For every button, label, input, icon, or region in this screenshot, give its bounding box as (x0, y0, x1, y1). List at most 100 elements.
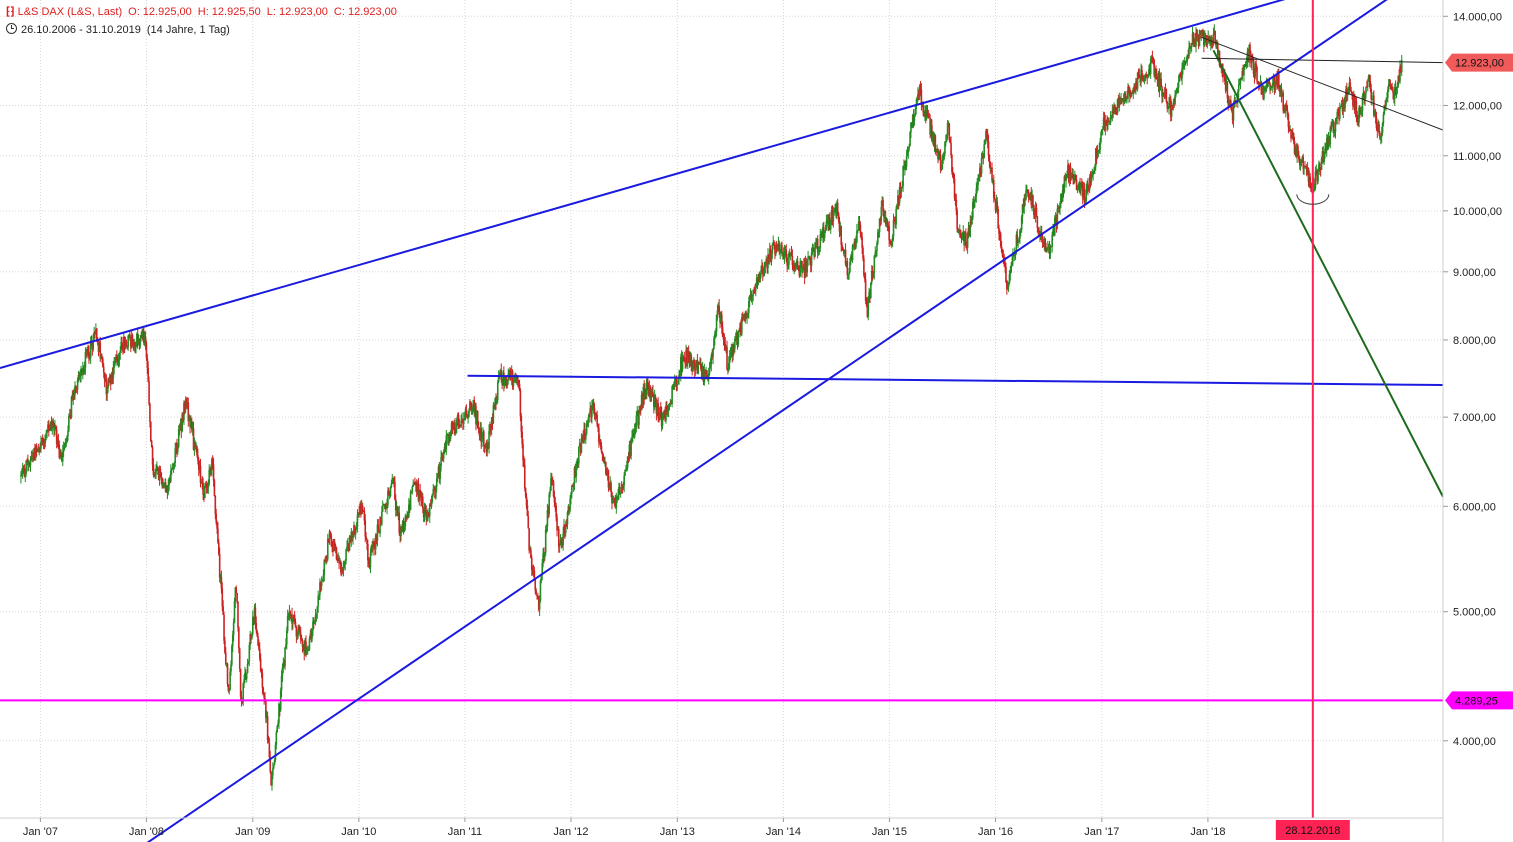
candle-body (1392, 89, 1394, 93)
candle-body (238, 648, 241, 669)
candle-body (543, 553, 545, 558)
y-tick-label: 14.000,00 (1453, 11, 1502, 23)
candle-body (385, 505, 387, 509)
candle-body (1362, 92, 1365, 96)
trendline-6[interactable] (1201, 57, 1443, 64)
candle-body (201, 482, 204, 484)
candle-body (68, 415, 71, 416)
candle-body (412, 484, 414, 487)
candle-body (1094, 166, 1096, 171)
candle-body (1343, 103, 1346, 109)
candle-body (686, 350, 688, 365)
candle-body (1241, 71, 1244, 80)
date-range: 26.10.2006 - 31.10.2019 (21, 24, 141, 36)
candle-body (603, 461, 605, 464)
candle-body (68, 415, 70, 431)
x-tick-label: Jan '12 (553, 826, 588, 838)
candle-body (1325, 138, 1328, 151)
candle-body (1109, 116, 1112, 123)
candle-body (947, 123, 950, 124)
trendline-5[interactable] (1201, 36, 1443, 131)
candle-body (1130, 92, 1133, 96)
candle-body (174, 448, 177, 463)
candle-body (390, 483, 393, 487)
candle-body (432, 489, 435, 495)
candle-body (331, 545, 333, 547)
candle-body (178, 425, 181, 430)
candle-body (1364, 93, 1366, 100)
candle-body (161, 477, 163, 486)
candle-body (329, 531, 332, 535)
candle-body (163, 482, 165, 484)
candle-body (1033, 205, 1035, 215)
candle-body (1119, 97, 1121, 101)
candle-body (1231, 111, 1234, 121)
candle-body (97, 342, 100, 352)
candle-body (1213, 31, 1216, 35)
candle-body (24, 473, 27, 476)
trendline-4[interactable] (1212, 49, 1443, 498)
candle-body (576, 460, 578, 469)
candle-body (814, 242, 816, 257)
candle-body (1147, 74, 1149, 78)
candle-body (1096, 151, 1099, 158)
candle-body (730, 347, 733, 353)
support-level-badge-label: 4.289,25 (1455, 695, 1498, 707)
candle-body (719, 314, 721, 323)
candle-body (1154, 70, 1156, 76)
y-tick-label: 10.000,00 (1453, 206, 1502, 218)
candle-body (699, 363, 701, 365)
candle-body (856, 230, 859, 232)
candle-body (75, 387, 78, 390)
candle-body (1314, 171, 1317, 189)
candle-body (360, 506, 363, 514)
candle-body (567, 506, 570, 513)
candle-body (73, 391, 75, 395)
candle-body (425, 511, 428, 520)
trendline-drawings[interactable] (0, 0, 1443, 842)
candle-body (935, 149, 938, 152)
candle-body (820, 233, 822, 235)
candle-body (691, 366, 693, 372)
candle-body (836, 202, 839, 214)
x-tick-label: Jan '17 (1084, 826, 1119, 838)
candle-body (1162, 93, 1165, 95)
candle-body (441, 457, 443, 458)
candle-body (1060, 193, 1063, 202)
candle-body (1245, 61, 1248, 67)
candle-body (439, 465, 442, 479)
candle-body (1051, 234, 1053, 247)
candle-body (517, 377, 519, 381)
candle-body (1124, 94, 1127, 101)
candle-body (1305, 166, 1307, 168)
candle-body (1017, 241, 1019, 243)
candle-body (419, 489, 421, 495)
trendline-2[interactable] (146, 0, 1443, 842)
trendline-1[interactable] (0, 0, 1443, 370)
trendline-3[interactable] (467, 374, 1443, 387)
candle-body (955, 199, 958, 211)
candle-body (668, 404, 671, 407)
candle-body (1289, 129, 1291, 131)
candle-body (1078, 182, 1080, 187)
candle-body (151, 447, 154, 465)
candle-body (905, 155, 908, 167)
candle-body (1175, 91, 1177, 96)
candle-body (519, 390, 522, 417)
candle-body (775, 244, 778, 250)
candle-body (1163, 93, 1166, 95)
candle-body (497, 375, 500, 383)
candle-body (605, 473, 608, 476)
candle-body (152, 464, 155, 475)
candle-body (822, 226, 825, 238)
candle-body (864, 279, 867, 301)
candle-body (778, 243, 781, 253)
candle-body (682, 356, 685, 359)
candle-body (428, 504, 431, 517)
candle-body (177, 429, 180, 447)
candle-body (1301, 156, 1304, 161)
candle-body (341, 569, 344, 571)
candle-body (111, 374, 114, 379)
